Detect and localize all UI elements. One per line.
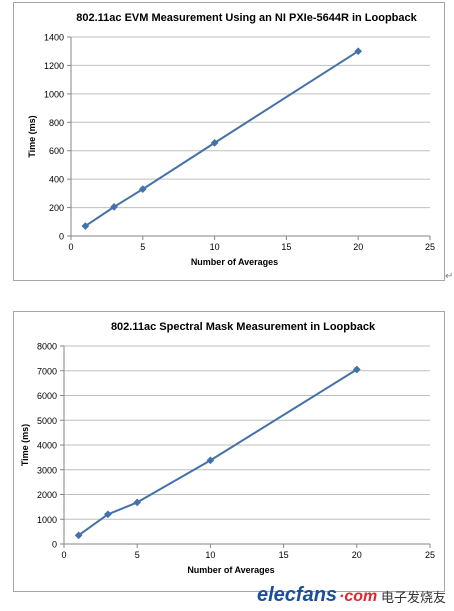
data-point-marker [103,510,112,519]
paragraph-mark: ↵ [445,271,454,282]
series-line [84,50,359,227]
data-point-marker [74,531,83,540]
x-tick-label: 15 [281,242,291,252]
y-tick-label: 600 [49,146,64,156]
y-tick-label: 4000 [37,441,57,451]
chart-title: 802.11ac Spectral Mask Measurement in Lo… [111,321,376,333]
y-tick-label: 0 [59,232,64,242]
evm-chart: 802.11ac EVM Measurement Using an NI PXI… [27,12,435,267]
y-tick-label: 0 [52,540,57,550]
y-tick-label: 1000 [37,515,57,525]
y-axis-label: Time (ms) [20,424,30,466]
x-tick-label: 0 [61,550,66,560]
chart-title: 802.11ac EVM Measurement Using an NI PXI… [76,12,417,24]
x-tick-label: 10 [210,242,220,252]
y-tick-label: 1200 [44,61,64,71]
y-tick-label: 2000 [37,490,57,500]
y-tick-label: 3000 [37,465,57,475]
watermark-chinese-text: 电子发烧友 [381,590,446,606]
data-point-marker [352,365,361,374]
x-tick-label: 15 [279,550,289,560]
x-tick-label: 20 [353,242,363,252]
x-axis-label: Number of Averages [191,257,278,267]
x-tick-label: 0 [68,242,73,252]
data-point-marker [206,456,215,465]
y-tick-label: 8000 [37,342,57,352]
series-line [78,368,358,537]
x-tick-label: 25 [425,550,435,560]
data-point-marker [210,138,219,147]
data-point-marker [81,222,90,231]
x-axis-label: Number of Averages [187,565,274,575]
x-tick-label: 20 [352,550,362,560]
x-tick-label: 5 [135,550,140,560]
x-tick-label: 5 [140,242,145,252]
data-point-marker [110,202,119,211]
data-point-marker [133,498,142,507]
spectral-mask-chart-panel: 802.11ac Spectral Mask Measurement in Lo… [13,311,445,592]
data-point-marker [138,185,147,194]
y-tick-label: 400 [49,175,64,185]
x-tick-label: 10 [205,550,215,560]
watermark-logo-suffix: ·com [339,588,377,605]
y-tick-label: 7000 [37,366,57,376]
x-tick-label: 25 [425,242,435,252]
y-axis-label: Time (ms) [27,115,37,157]
y-tick-label: 5000 [37,416,57,426]
elecfans-watermark: elecfans ·com 电子发烧友 [257,584,446,606]
evm-chart-panel: 802.11ac EVM Measurement Using an NI PXI… [13,2,445,281]
y-tick-label: 1000 [44,89,64,99]
y-tick-label: 6000 [37,391,57,401]
y-tick-label: 800 [49,118,64,128]
watermark-logo-text: elecfans [257,584,337,606]
data-point-marker [354,47,363,56]
spectral-mask-chart: 802.11ac Spectral Mask Measurement in Lo… [20,321,435,575]
y-tick-label: 1400 [44,33,64,43]
y-tick-label: 200 [49,203,64,213]
